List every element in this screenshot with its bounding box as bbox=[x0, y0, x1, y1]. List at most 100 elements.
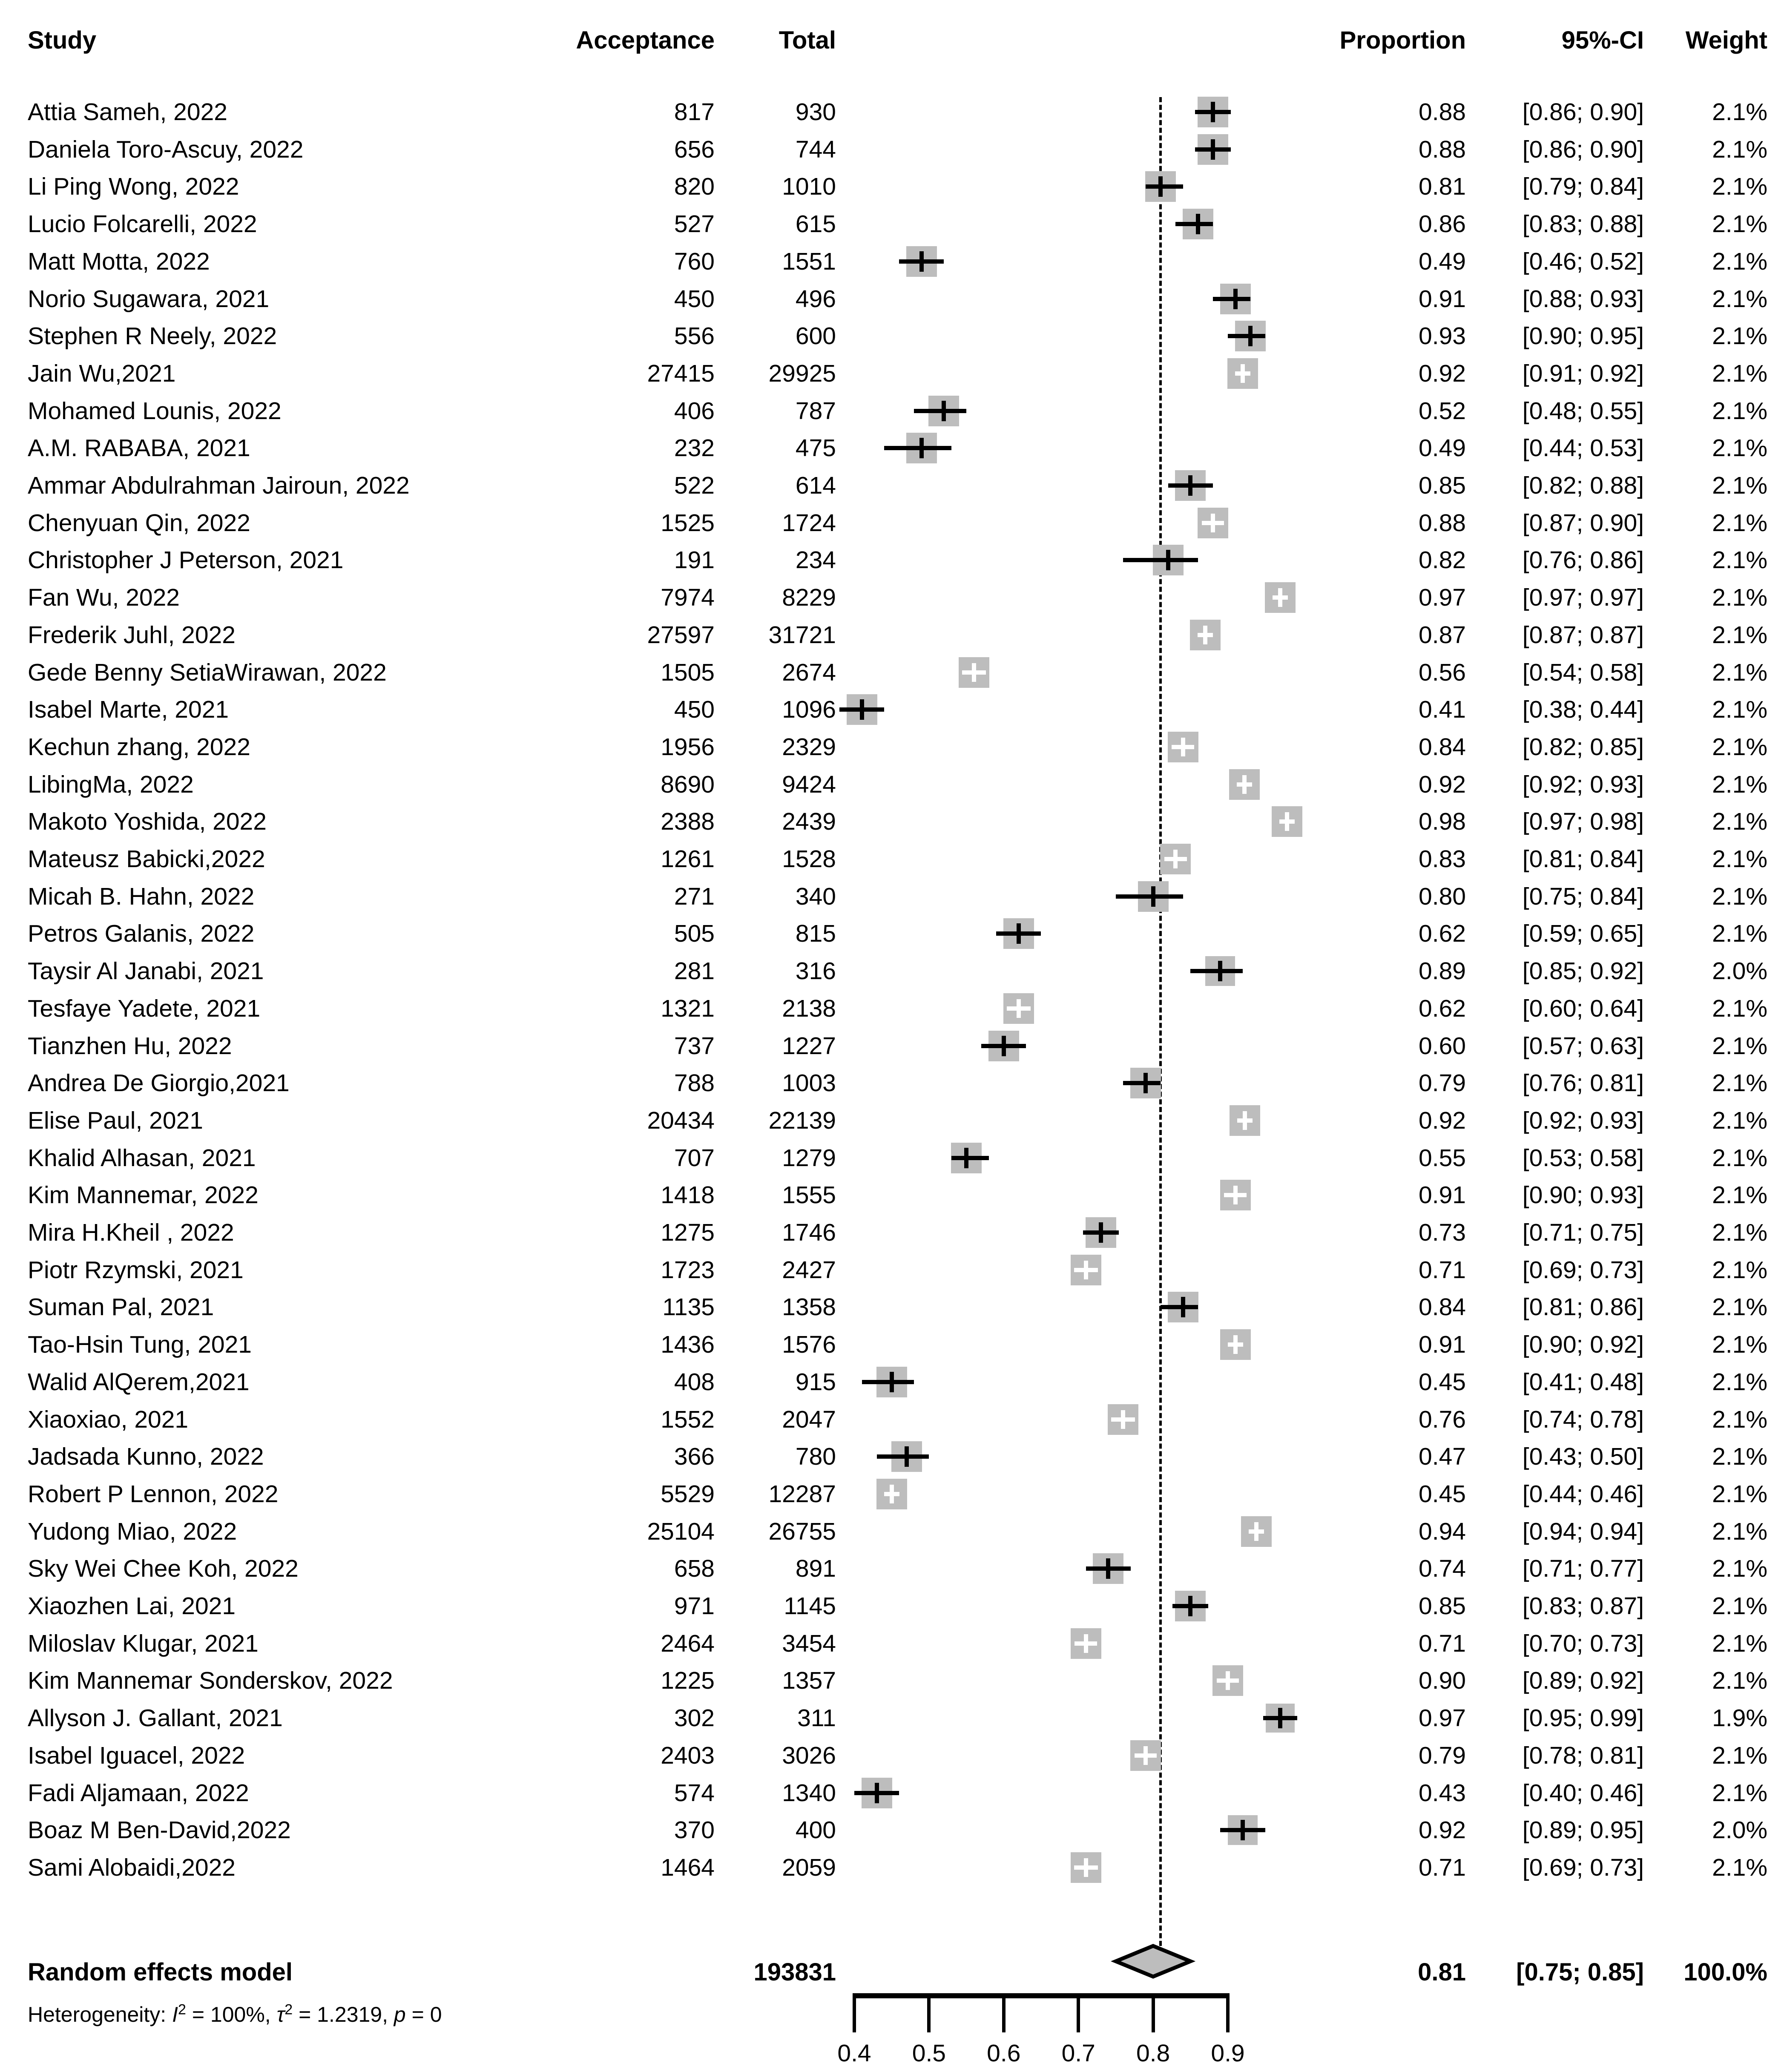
ci-value: [0.54; 0.58] bbox=[1522, 658, 1644, 686]
ci-line bbox=[1228, 334, 1265, 339]
weight-value: 2.1% bbox=[1712, 696, 1767, 724]
weight-value: 2.1% bbox=[1712, 322, 1767, 350]
table-row: Piotr Rzymski, 2021 1723 2427 0.71 [0.69… bbox=[0, 1251, 1787, 1289]
proportion-value: 0.76 bbox=[1419, 1405, 1466, 1433]
ci-value: [0.87; 0.87] bbox=[1522, 621, 1644, 649]
study-label: Chenyuan Qin, 2022 bbox=[28, 509, 250, 537]
weight-value: 2.1% bbox=[1712, 359, 1767, 387]
proportion-value: 0.91 bbox=[1419, 1181, 1466, 1209]
acceptance-value: 971 bbox=[674, 1592, 715, 1620]
study-label: Gede Benny SetiaWirawan, 2022 bbox=[28, 658, 387, 686]
total-value: 340 bbox=[795, 882, 836, 910]
weight-value: 2.1% bbox=[1712, 210, 1767, 238]
weight-value: 2.1% bbox=[1712, 472, 1767, 499]
ci-value: [0.83; 0.88] bbox=[1522, 210, 1644, 238]
axis-tick-mark bbox=[1226, 1993, 1230, 2032]
weight-value: 2.1% bbox=[1712, 1256, 1767, 1284]
acceptance-value: 8690 bbox=[661, 770, 715, 798]
study-label: Kechun zhang, 2022 bbox=[28, 733, 250, 761]
proportion-value: 0.88 bbox=[1419, 135, 1466, 163]
ci-value: [0.46; 0.52] bbox=[1522, 247, 1644, 275]
point-estimate-tick bbox=[889, 1371, 894, 1392]
study-label: Taysir Al Janabi, 2021 bbox=[28, 957, 264, 985]
acceptance-value: 408 bbox=[674, 1368, 715, 1396]
axis-tick-label: 0.9 bbox=[1211, 2040, 1245, 2067]
total-value: 915 bbox=[795, 1368, 836, 1396]
total-value: 1010 bbox=[782, 173, 836, 201]
summary-ci: [0.75; 0.85] bbox=[1516, 1958, 1644, 1986]
total-value: 1746 bbox=[782, 1219, 836, 1246]
study-label: Daniela Toro-Ascuy, 2022 bbox=[28, 135, 304, 163]
study-label: Ammar Abdulrahman Jairoun, 2022 bbox=[28, 472, 410, 499]
proportion-value: 0.89 bbox=[1419, 957, 1466, 985]
proportion-value: 0.87 bbox=[1419, 621, 1466, 649]
study-label: Petros Galanis, 2022 bbox=[28, 920, 255, 948]
table-row: Tao-Hsin Tung, 2021 1436 1576 0.91 [0.90… bbox=[0, 1326, 1787, 1363]
study-label: Elise Paul, 2021 bbox=[28, 1106, 203, 1134]
acceptance-value: 1525 bbox=[661, 509, 715, 537]
proportion-value: 0.86 bbox=[1419, 210, 1466, 238]
study-label: Yudong Miao, 2022 bbox=[28, 1517, 237, 1545]
acceptance-value: 556 bbox=[674, 322, 715, 350]
ci-value: [0.69; 0.73] bbox=[1522, 1256, 1644, 1284]
acceptance-value: 1275 bbox=[661, 1219, 715, 1246]
axis-tick-label: 0.8 bbox=[1136, 2040, 1170, 2067]
proportion-value: 0.92 bbox=[1419, 1106, 1466, 1134]
point-estimate-tick bbox=[859, 699, 864, 720]
weight-value: 2.1% bbox=[1712, 994, 1767, 1022]
total-value: 1358 bbox=[782, 1293, 836, 1321]
total-value: 2138 bbox=[782, 994, 836, 1022]
ci-value: [0.71; 0.75] bbox=[1522, 1219, 1644, 1246]
total-value: 234 bbox=[795, 546, 836, 574]
ci-value: [0.70; 0.73] bbox=[1522, 1629, 1644, 1657]
acceptance-value: 27597 bbox=[647, 621, 715, 649]
table-row: Norio Sugawara, 2021 450 496 0.91 [0.88;… bbox=[0, 280, 1787, 318]
proportion-value: 0.92 bbox=[1419, 770, 1466, 798]
table-row: Frederik Juhl, 2022 27597 31721 0.87 [0.… bbox=[0, 616, 1787, 654]
acceptance-value: 1956 bbox=[661, 733, 715, 761]
study-label: Mira H.Kheil , 2022 bbox=[28, 1219, 234, 1246]
proportion-value: 0.49 bbox=[1419, 434, 1466, 462]
weight-value: 2.1% bbox=[1712, 1069, 1767, 1097]
ci-value: [0.82; 0.85] bbox=[1522, 733, 1644, 761]
table-row: Andrea De Giorgio,2021 788 1003 0.79 [0.… bbox=[0, 1064, 1787, 1102]
proportion-value: 0.74 bbox=[1419, 1555, 1466, 1583]
summary-row: Random effects model 193831 0.81 [0.75; … bbox=[0, 1954, 1787, 1991]
point-estimate-tick bbox=[1083, 1634, 1088, 1653]
proportion-value: 0.88 bbox=[1419, 509, 1466, 537]
total-value: 815 bbox=[795, 920, 836, 948]
weight-value: 2.1% bbox=[1712, 1032, 1767, 1060]
acceptance-value: 2388 bbox=[661, 808, 715, 836]
study-label: Tao-Hsin Tung, 2021 bbox=[28, 1331, 252, 1359]
weight-value: 2.1% bbox=[1712, 98, 1767, 126]
ci-value: [0.97; 0.98] bbox=[1522, 808, 1644, 836]
acceptance-value: 527 bbox=[674, 210, 715, 238]
point-estimate-tick bbox=[1001, 1035, 1006, 1056]
study-label: Attia Sameh, 2022 bbox=[28, 98, 227, 126]
point-estimate-tick bbox=[1243, 1111, 1247, 1130]
table-row: Li Ping Wong, 2022 820 1010 0.81 [0.79; … bbox=[0, 168, 1787, 205]
point-estimate-tick bbox=[1083, 1858, 1088, 1877]
point-estimate-tick bbox=[904, 1446, 909, 1467]
ci-value: [0.90; 0.93] bbox=[1522, 1181, 1644, 1209]
acceptance-value: 760 bbox=[674, 247, 715, 275]
ci-value: [0.60; 0.64] bbox=[1522, 994, 1644, 1022]
study-label: Fan Wu, 2022 bbox=[28, 584, 180, 612]
point-estimate-tick bbox=[1121, 1410, 1126, 1429]
table-row: Daniela Toro-Ascuy, 2022 656 744 0.88 [0… bbox=[0, 131, 1787, 168]
point-estimate-tick bbox=[889, 1484, 894, 1503]
header-study: Study bbox=[28, 26, 97, 54]
reference-line bbox=[1159, 97, 1162, 1946]
weight-value: 1.9% bbox=[1712, 1704, 1767, 1732]
study-label: Christopher J Peterson, 2021 bbox=[28, 546, 344, 574]
weight-value: 2.0% bbox=[1712, 957, 1767, 985]
total-value: 1145 bbox=[784, 1592, 836, 1620]
acceptance-value: 788 bbox=[674, 1069, 715, 1097]
table-row: Walid AlQerem,2021 408 915 0.45 [0.41; 0… bbox=[0, 1363, 1787, 1401]
weight-value: 2.1% bbox=[1712, 397, 1767, 425]
axis-tick-label: 0.6 bbox=[987, 2040, 1021, 2067]
acceptance-value: 1552 bbox=[661, 1405, 715, 1433]
summary-proportion: 0.81 bbox=[1418, 1958, 1466, 1986]
weight-value: 2.1% bbox=[1712, 845, 1767, 873]
study-label: Lucio Folcarelli, 2022 bbox=[28, 210, 257, 238]
